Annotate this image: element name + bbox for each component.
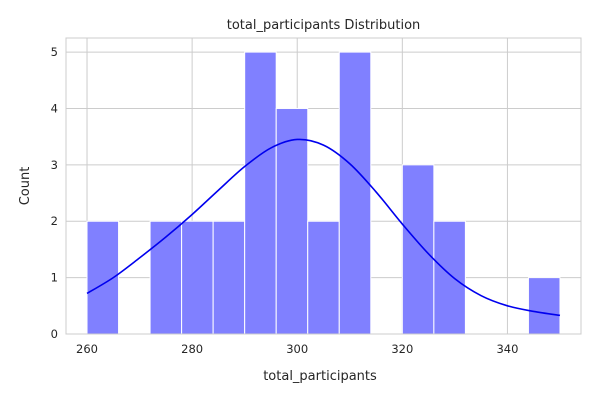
kde-curve [86,138,561,317]
x-tick-label: 300 [286,342,308,356]
x-axis-label: total_participants [263,369,377,384]
histogram-bar [401,164,435,335]
y-tick-label: 2 [51,214,58,228]
x-tick-label: 260 [76,342,98,356]
y-tick-label: 0 [51,327,58,341]
plot-frame [65,37,582,335]
histogram-bar [149,220,183,335]
y-axis-label: Count [18,167,33,206]
histogram-bar [433,220,466,335]
x-tick-label: 280 [181,342,203,356]
histogram-bar [527,277,561,335]
x-tick-label: 340 [496,342,518,356]
y-tick-label: 1 [51,271,58,285]
histogram-bar [212,220,246,335]
histogram-bar [181,220,214,335]
histogram-bar [307,220,340,335]
y-tick-label: 3 [51,158,58,172]
histogram-bar [338,51,372,335]
x-tick-labels: 260 280 300 320 340 [76,342,518,356]
y-tick-label: 5 [51,45,58,59]
histogram-bar [244,51,277,335]
bars-layer [86,51,561,335]
histogram-bar [275,107,309,335]
y-tick-labels: 0 1 2 3 4 5 [51,45,58,341]
kde-layer [86,138,561,317]
chart-title: total_participants Distribution [227,18,421,33]
y-tick-label: 4 [51,101,58,115]
x-tick-label: 320 [391,342,413,356]
